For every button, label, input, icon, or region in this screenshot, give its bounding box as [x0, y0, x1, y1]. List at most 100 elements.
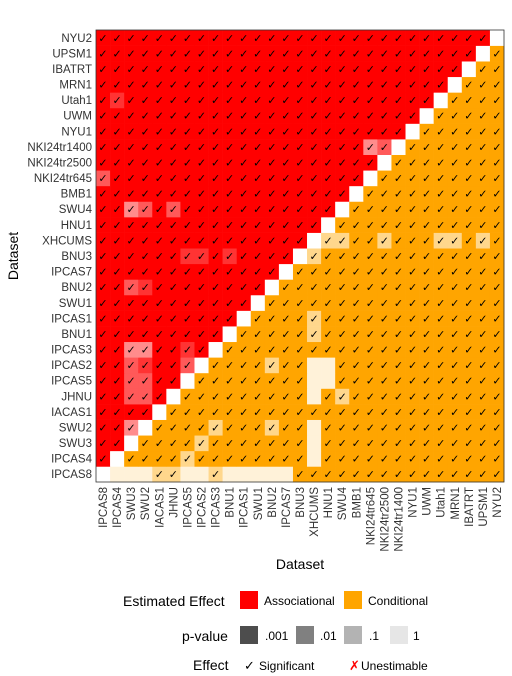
cell-nki24tr2500-mrn1	[447, 154, 463, 171]
mark-nki24tr1400-bnu3: ✓	[295, 142, 304, 154]
cell-nyu2-bnu1	[222, 30, 237, 46]
mark-jhnu-bnu3: ✓	[295, 391, 304, 403]
cell-xhcums-ipcas3	[208, 232, 223, 249]
mark-mrn1-ipcas5: ✓	[183, 80, 192, 92]
mark-bnu1-uwm: ✓	[422, 329, 431, 341]
legend-effect-title: Estimated Effect	[123, 593, 225, 609]
cell-ibatrt-nki24tr645	[363, 61, 378, 78]
mark-xhcums-utah1: ✓	[436, 235, 445, 247]
mark-swu3-jhnu: ✓	[169, 438, 178, 450]
mark-nki24tr2500-nki24tr1400: ✓	[394, 157, 403, 169]
mark-ipcas4-swu2: ✓	[141, 454, 150, 466]
mark-swu4-xhcums: ✓	[309, 204, 318, 216]
cell-ibatrt-mrn1	[447, 61, 463, 78]
mark-ipcas8-uwm: ✓	[422, 469, 431, 481]
mark-ipcas4-uwm: ✓	[422, 454, 431, 466]
cell-ibatrt-ibatrt	[461, 61, 477, 78]
cell-ibatrt-bnu2	[264, 61, 280, 78]
mark-nyu2-hnu1: ✓	[324, 33, 333, 45]
mark-swu4-utah1: ✓	[436, 204, 445, 216]
cell-ibatrt-swu4	[335, 61, 350, 78]
mark-ipcas4-utah1: ✓	[436, 454, 445, 466]
cell-upsm1-nyu2	[489, 45, 505, 62]
mark-ipcas3-nki24tr2500: ✓	[380, 345, 389, 357]
cell-iacas1-utah1	[433, 404, 449, 420]
cell-hnu1-nyu1	[405, 217, 420, 233]
mark-ipcas7-ipcas8: ✓	[98, 267, 107, 279]
cell-nki24tr2500-bnu3	[292, 154, 308, 171]
mark-ipcas2-ipcas5: ✓	[183, 360, 192, 372]
mark-nyu1-bmb1: ✓	[352, 126, 361, 138]
mark-mrn1-nyu2: ✓	[492, 80, 501, 92]
mark-xhcums-bnu3: ✓	[295, 235, 304, 247]
mark-hnu1-ipcas2: ✓	[197, 220, 206, 232]
mark-jhnu-hnu1: ✓	[324, 391, 333, 403]
cell-bmb1-bnu1	[222, 185, 237, 202]
mark-uwm-swu2: ✓	[141, 111, 150, 123]
mark-swu4-ipcas5: ✓	[183, 204, 192, 216]
cell-ipcas7-nyu1	[405, 263, 420, 280]
cell-utah1-ipcas3	[208, 92, 223, 109]
cell-ibatrt-swu3	[124, 61, 139, 78]
cell-bnu1-xhcums	[307, 326, 322, 343]
cell-uwm-upsm1	[475, 107, 491, 124]
cell-ipcas4-nki24tr2500	[377, 450, 392, 467]
mark-upsm1-nki24tr645: ✓	[366, 48, 375, 60]
mark-uwm-nki24tr1400: ✓	[394, 111, 403, 123]
cell-bmb1-nyu1	[405, 185, 420, 202]
cell-ibatrt-nki24tr1400	[391, 61, 406, 78]
mark-ipcas4-bnu1: ✓	[225, 454, 234, 466]
mark-ipcas4-bnu2: ✓	[267, 454, 276, 466]
cell-swu2-nki24tr1400	[391, 419, 406, 436]
mark-bnu1-utah1: ✓	[436, 329, 445, 341]
mark-ipcas2-swu1: ✓	[253, 360, 262, 372]
mark-swu1-ipcas5: ✓	[183, 298, 192, 310]
mark-ipcas2-jhnu: ✓	[169, 360, 178, 372]
cell-nki24tr2500-upsm1	[475, 154, 491, 171]
cell-ipcas7-swu2	[138, 263, 153, 280]
mark-nyu2-ipcas3: ✓	[211, 33, 220, 45]
cell-utah1-ipcas8	[96, 92, 111, 109]
cell-iacas1-ipcas5	[180, 404, 195, 420]
mark-ibatrt-bnu1: ✓	[225, 64, 234, 76]
cell-xhcums-bnu2	[264, 232, 280, 249]
cell-iacas1-nki24tr2500	[377, 404, 392, 420]
cell-nki24tr2500-nki24tr2500	[377, 154, 392, 171]
cell-swu1-ipcas8	[96, 294, 111, 311]
cell-jhnu-jhnu	[166, 388, 181, 405]
mark-ipcas1-bmb1: ✓	[352, 313, 361, 325]
cell-ipcas7-ipcas1	[236, 263, 252, 280]
cell-uwm-ibatrt	[461, 107, 477, 124]
cell-nki24tr645-ipcas4	[110, 170, 125, 187]
mark-bmb1-ipcas3: ✓	[211, 189, 220, 201]
cell-nyu1-bnu1	[222, 123, 237, 140]
mark-hnu1-nyu1: ✓	[408, 220, 417, 232]
legend-significant-icon: ✓	[244, 658, 255, 673]
mark-ipcas7-bnu1: ✓	[225, 267, 234, 279]
mark-utah1-ibatrt: ✓	[464, 95, 473, 107]
cell-swu4-nyu1	[405, 201, 420, 218]
cell-xhcums-ipcas4	[110, 232, 125, 249]
cell-swu1-jhnu	[166, 294, 181, 311]
mark-hnu1-mrn1: ✓	[450, 220, 459, 232]
cell-bnu3-ipcas3	[208, 248, 223, 265]
cell-nki24tr2500-nyu2	[489, 154, 505, 171]
cell-nyu2-ipcas1	[236, 30, 252, 46]
mark-bnu3-xhcums: ✓	[309, 251, 318, 263]
cell-bnu3-ibatrt	[461, 248, 477, 265]
cell-nki24tr645-nyu1	[405, 170, 420, 187]
mark-ipcas3-swu1: ✓	[253, 345, 262, 357]
cell-bnu2-bnu3	[292, 279, 308, 296]
mark-bnu2-swu3: ✓	[127, 282, 136, 294]
mark-ipcas5-bnu2: ✓	[267, 376, 276, 388]
cell-swu1-bnu1	[222, 294, 237, 311]
cell-jhnu-swu1	[250, 388, 266, 405]
y-tick-swu2: SWU2	[59, 422, 92, 434]
mark-nki24tr2500-ipcas8: ✓	[98, 157, 107, 169]
cell-jhnu-swu2	[138, 388, 153, 405]
cell-swu3-ipcas7	[278, 435, 294, 452]
x-tick-labels: IPCAS8 IPCAS4 SWU3 SWU2 IACAS1 JHNU IPCAS5 IPCA…	[98, 486, 504, 551]
mark-nki24tr645-upsm1: ✓	[478, 173, 487, 185]
mark-swu2-ipcas1: ✓	[239, 422, 248, 434]
mark-utah1-bnu1: ✓	[225, 95, 234, 107]
